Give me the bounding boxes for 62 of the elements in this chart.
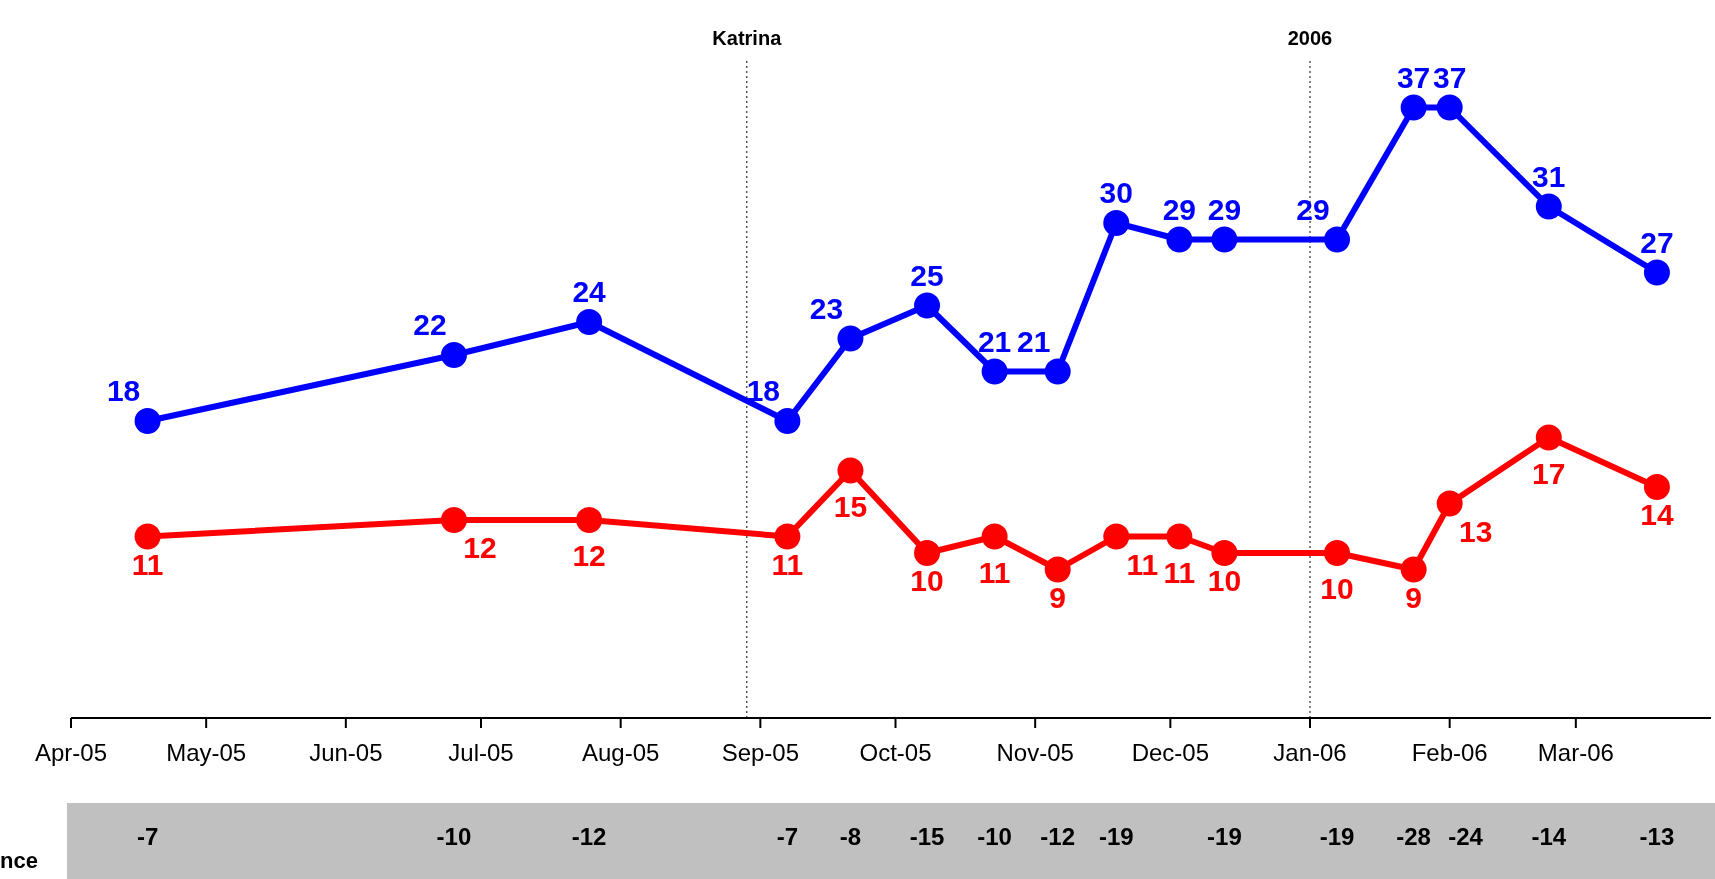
data-label: 10 — [1320, 572, 1354, 605]
text: -7 — [775, 823, 800, 851]
data-label: 18 — [746, 374, 781, 407]
data-label: 23 — [809, 291, 844, 325]
data-label: 22 — [413, 308, 447, 341]
data-label: 15 — [833, 489, 868, 523]
data-label: 9 — [1049, 580, 1067, 614]
text: -7 — [135, 823, 160, 851]
x-tick-label: Oct-05 — [859, 739, 932, 767]
data-label: 9 — [1405, 580, 1422, 614]
text: -19 — [1206, 823, 1243, 851]
x-tick-label: Feb-06 — [1411, 739, 1488, 767]
x-tick-label: Mar-06 — [1537, 739, 1614, 767]
data-label: 21 — [1017, 324, 1051, 358]
data-label: 21 — [977, 324, 1012, 358]
x-tick-label: Sep-05 — [721, 739, 800, 767]
text: -12 — [570, 823, 608, 851]
text: -24 — [1447, 823, 1484, 851]
data-label: 27 — [1640, 225, 1674, 259]
data-label: 11 — [131, 547, 164, 581]
data-label: 14 — [1640, 498, 1674, 531]
text: -14 — [1530, 823, 1568, 851]
ref-line-label: 2006 — [1287, 27, 1333, 49]
data-label: 25 — [910, 258, 944, 292]
data-label: 11 — [771, 547, 804, 581]
text: -19 — [1097, 823, 1135, 851]
text: -10 — [435, 823, 473, 851]
x-tick-label: Nov-05 — [996, 739, 1074, 767]
data-label: 12 — [572, 539, 606, 572]
text: -12 — [1039, 823, 1077, 851]
data-label: 30 — [1099, 176, 1133, 209]
data-label: 10 — [910, 564, 944, 597]
text: -15 — [908, 823, 946, 851]
data-label: 29 — [1207, 192, 1242, 226]
data-label: 11 — [1163, 555, 1196, 589]
x-tick-label: May-05 — [166, 739, 247, 767]
x-tick-label: Jun-05 — [309, 739, 383, 767]
ref-line-label: Katrina — [712, 27, 783, 49]
x-tick-label: Jan-06 — [1273, 739, 1347, 767]
text: nce — [0, 848, 38, 874]
data-label: 13 — [1458, 514, 1493, 548]
x-tick-label: Apr-05 — [34, 739, 108, 767]
data-label: 17 — [1532, 456, 1566, 490]
data-label: 29 — [1162, 192, 1197, 226]
text: -10 — [976, 823, 1013, 851]
data-label: 24 — [572, 275, 607, 308]
data-label: 12 — [463, 531, 497, 564]
x-tick-label: Dec-05 — [1131, 739, 1210, 767]
data-label: 10 — [1207, 564, 1242, 597]
x-tick-label: Aug-05 — [581, 739, 660, 767]
text: -8 — [838, 823, 863, 851]
data-label: 37 — [1396, 60, 1431, 94]
data-label: 11 — [978, 555, 1011, 589]
text: -19 — [1318, 823, 1356, 851]
x-tick-label: Jul-05 — [448, 739, 514, 767]
data-label: 18 — [106, 374, 141, 407]
data-label: 11 — [1126, 547, 1159, 581]
text: -28 — [1395, 823, 1432, 851]
text: -13 — [1638, 823, 1676, 851]
data-label: 37 — [1432, 60, 1467, 94]
data-label: 29 — [1296, 192, 1330, 226]
data-label: 31 — [1532, 159, 1566, 193]
